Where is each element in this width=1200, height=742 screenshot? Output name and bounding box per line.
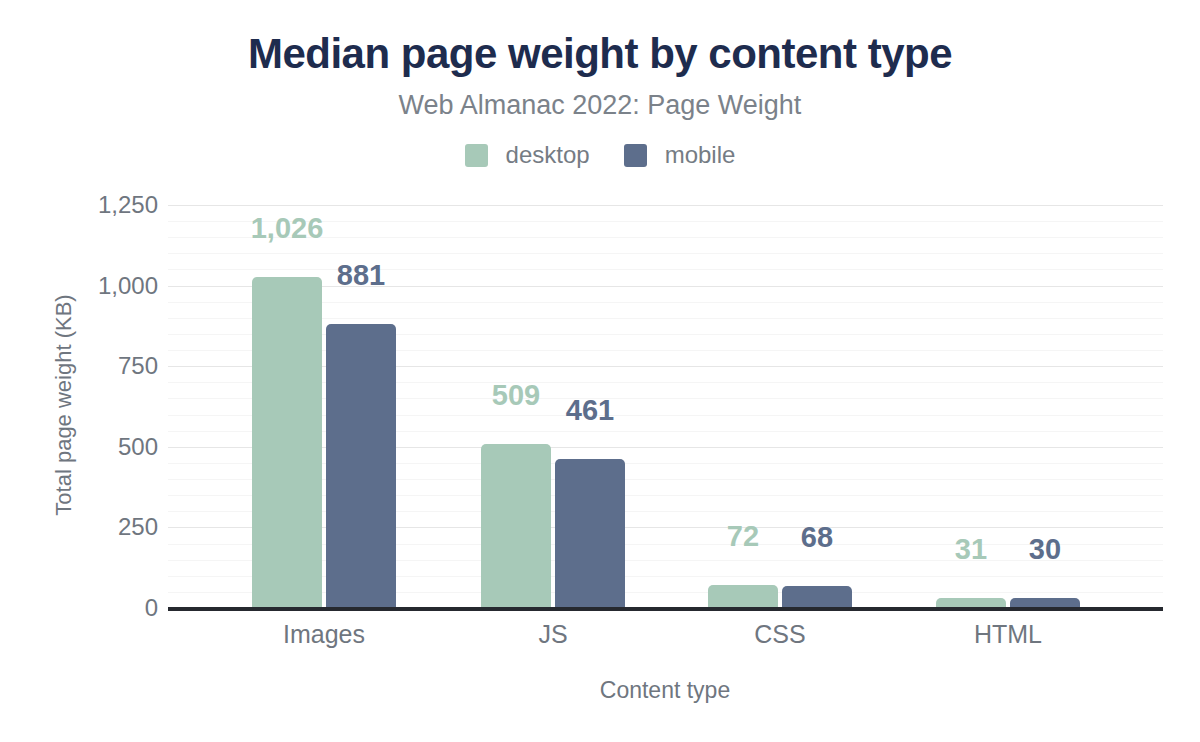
bar-value-label: 1,026 — [217, 213, 357, 243]
plot-area: 1,02650972318814616830 — [168, 205, 1163, 608]
bar-desktop-css — [708, 585, 778, 608]
legend-swatch-mobile — [624, 144, 647, 167]
chart-figure: Median page weight by content type Web A… — [0, 0, 1200, 742]
bar-desktop-images — [252, 277, 322, 608]
y-tick-label: 500 — [0, 433, 158, 461]
bar-value-label: 30 — [975, 534, 1115, 564]
x-tick-label: Images — [244, 620, 404, 649]
x-tick-label: JS — [473, 620, 633, 649]
minor-gridline — [168, 253, 1163, 254]
y-tick-label: 0 — [0, 594, 158, 622]
bar-value-label: 881 — [291, 260, 431, 290]
legend-item-desktop: desktop — [465, 141, 590, 169]
chart-legend: desktop mobile — [0, 141, 1200, 169]
chart-subtitle: Web Almanac 2022: Page Weight — [0, 90, 1200, 121]
bar-value-label: 461 — [520, 395, 660, 425]
legend-label: desktop — [506, 141, 590, 169]
bar-value-label: 68 — [747, 522, 887, 552]
legend-swatch-desktop — [465, 144, 488, 167]
y-tick-label: 1,250 — [0, 191, 158, 219]
y-axis-title: Total page weight (KB) — [51, 275, 77, 535]
y-tick-label: 250 — [0, 513, 158, 541]
legend-label: mobile — [665, 141, 736, 169]
y-tick-label: 750 — [0, 352, 158, 380]
chart-title: Median page weight by content type — [0, 30, 1200, 78]
major-gridline — [168, 205, 1163, 206]
bar-desktop-js — [481, 444, 551, 608]
bar-mobile-js — [555, 459, 625, 608]
bar-mobile-css — [782, 586, 852, 608]
x-axis-title: Content type — [545, 677, 785, 704]
y-tick-label: 1,000 — [0, 272, 158, 300]
x-tick-label: CSS — [700, 620, 860, 649]
legend-item-mobile: mobile — [624, 141, 736, 169]
x-tick-label: HTML — [928, 620, 1088, 649]
bar-mobile-images — [326, 324, 396, 608]
x-axis-line — [168, 607, 1163, 611]
